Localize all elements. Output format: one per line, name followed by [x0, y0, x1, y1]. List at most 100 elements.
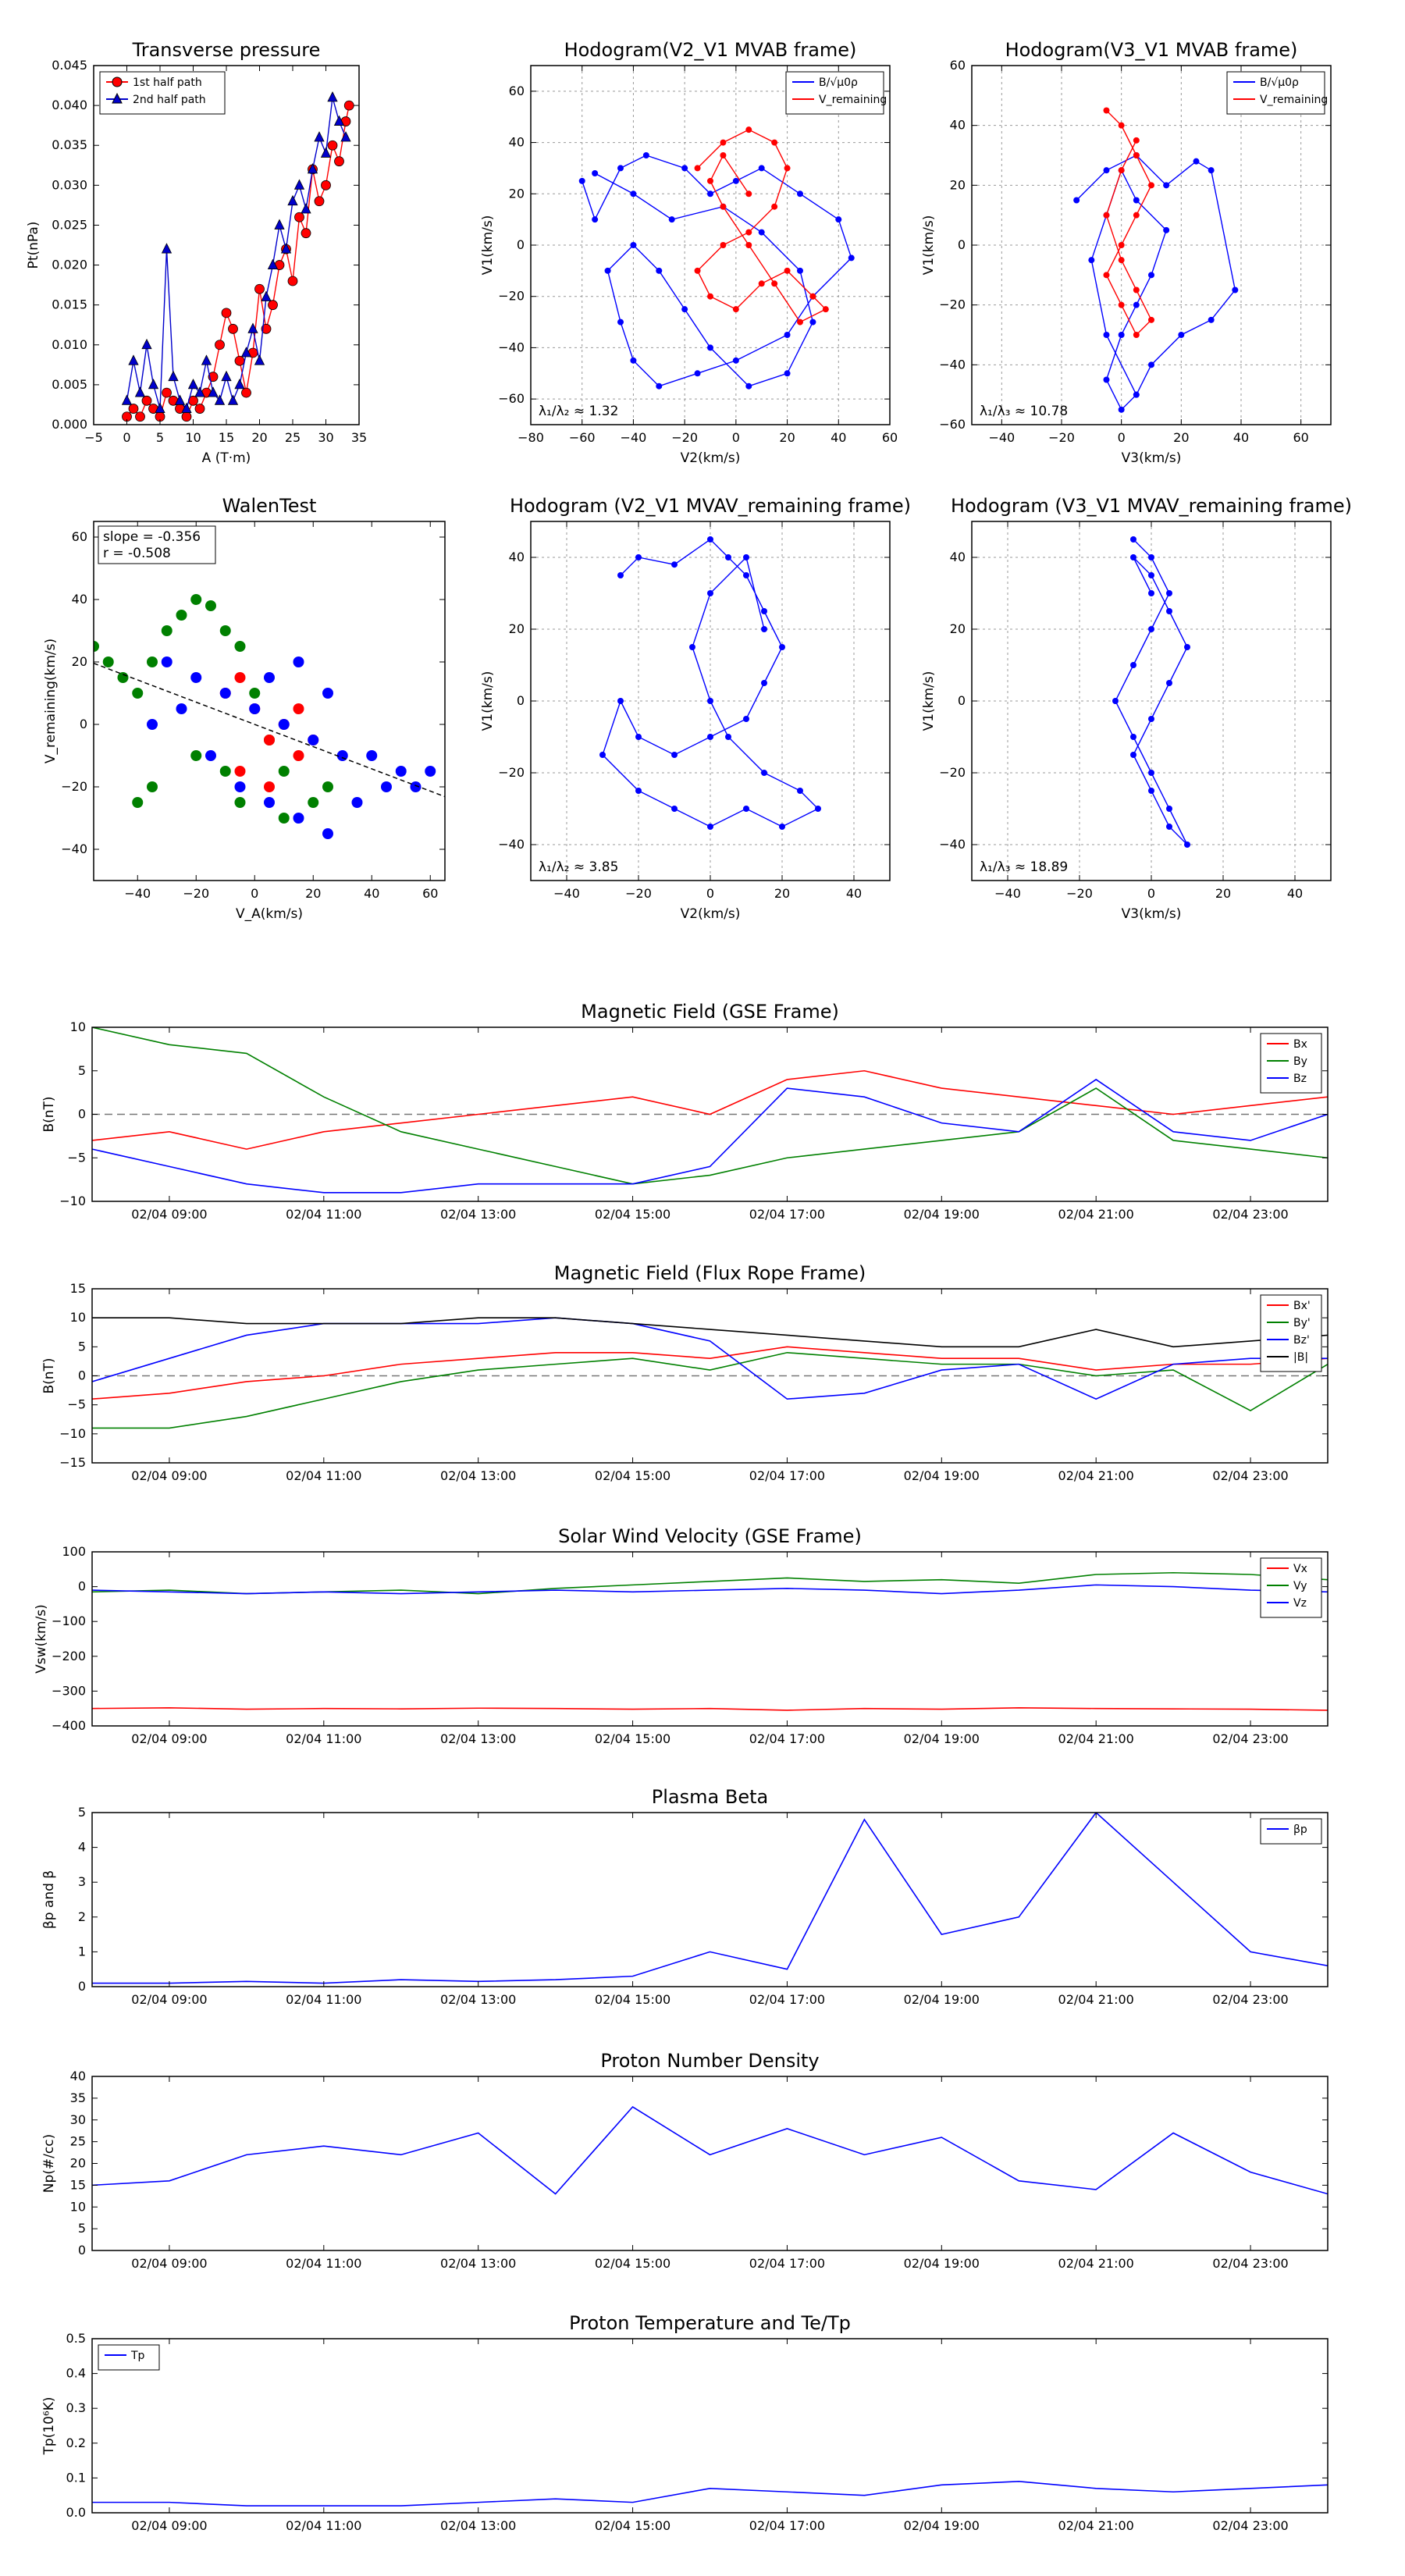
x-tick-label: 20: [1173, 430, 1189, 445]
y-tick-label: 10: [70, 1310, 86, 1325]
data-point: [219, 766, 231, 777]
panel-p3: Hodogram(V3_V1 MVAB frame) −40 −20 0 20 40 60 −…: [921, 39, 1332, 466]
x-tick-label: 40: [846, 886, 862, 901]
data-point: [1103, 107, 1110, 114]
data-point: [132, 797, 144, 808]
panel-p7: Magnetic Field (GSE Frame) 02/04 09:00 02/…: [41, 1001, 1329, 1222]
y-tick-label: −40: [61, 841, 87, 856]
chart-title: Hodogram (V2_V1 MVAV_remaining frame): [510, 495, 911, 517]
chart-title: Hodogram(V3_V1 MVAB frame): [1005, 39, 1298, 61]
data-point: [1148, 716, 1154, 722]
x-tick-label: 02/04 23:00: [1212, 1992, 1288, 2007]
y-tick-label: −300: [52, 1683, 86, 1698]
y-axis-label: Pt(nPa): [26, 222, 41, 269]
data-point: [1118, 301, 1125, 308]
data-point: [234, 766, 246, 777]
legend-label: By': [1293, 1317, 1311, 1329]
data-point: [745, 190, 752, 197]
y-tick-label: −40: [939, 837, 966, 852]
data-point: [809, 293, 816, 300]
data-point: [321, 180, 331, 190]
data-point: [745, 242, 752, 248]
x-tick-label: 02/04 09:00: [131, 1731, 207, 1746]
x-tick-label: 02/04 11:00: [286, 2256, 361, 2271]
data-point: [194, 404, 205, 414]
data-point: [1163, 226, 1170, 233]
x-tick-label: 02/04 23:00: [1212, 1468, 1288, 1483]
data-point: [268, 300, 278, 311]
data-point: [1103, 212, 1110, 219]
y-tick-label: 3: [78, 1874, 86, 1889]
data-point: [815, 806, 821, 812]
x-tick-label: 02/04 21:00: [1058, 2256, 1134, 2271]
panel-p2: Hodogram(V2_V1 MVAB frame) −80 −60 −40 −20 0 2…: [480, 39, 898, 466]
legend-label: B/√μ0ρ: [819, 76, 858, 89]
x-tick-label: 02/04 11:00: [286, 1992, 361, 2007]
y-tick-label: 5: [78, 1339, 86, 1354]
x-tick-label: −20: [183, 886, 209, 901]
plot-frame: [971, 65, 1332, 425]
data-point: [630, 357, 637, 364]
data-point: [314, 196, 325, 207]
data-point: [254, 283, 265, 294]
data-point: [743, 806, 749, 812]
data-point: [94, 641, 99, 652]
panel-p5: Hodogram (V2_V1 MVAV_remaining frame) −40…: [480, 495, 911, 922]
x-tick-label: 20: [305, 886, 321, 901]
data-point: [671, 752, 678, 758]
y-tick-label: 40: [72, 592, 87, 607]
data-point: [187, 378, 199, 390]
panel-p4: WalenTest −40 −20 0 20 40 60 −40 −20 0 20 40 60 V_A(k…: [43, 495, 446, 922]
plot-frame: [91, 1288, 1329, 1464]
y-tick-label: 10: [70, 1019, 86, 1034]
y-axis-label: B(nT): [41, 1357, 57, 1393]
x-tick-label: 02/04 15:00: [595, 1992, 670, 2007]
data-point: [147, 719, 158, 730]
data-point: [327, 140, 338, 151]
data-point: [707, 536, 713, 543]
y-tick-label: 5: [78, 1805, 86, 1820]
data-point: [681, 306, 688, 313]
data-point: [261, 290, 272, 301]
data-point: [797, 267, 803, 274]
data-point: [1148, 572, 1154, 578]
x-tick-label: 02/04 11:00: [286, 1731, 361, 1746]
x-tick-label: 60: [882, 430, 898, 445]
data-point: [1166, 806, 1172, 812]
x-tick-label: 02/04 09:00: [131, 1468, 207, 1483]
y-tick-label: 60: [950, 58, 966, 73]
data-point: [162, 387, 172, 398]
data-point: [134, 386, 146, 397]
data-point: [1103, 332, 1110, 338]
series-line-|B|: [92, 1317, 1328, 1348]
data-point: [190, 594, 202, 605]
x-tick-label: 02/04 23:00: [1212, 2256, 1288, 2271]
series-line-Tp: [92, 2481, 1328, 2507]
data-point: [219, 688, 231, 699]
legend-label: By: [1293, 1055, 1307, 1068]
data-point: [308, 797, 319, 808]
plot-area: [121, 91, 354, 422]
y-tick-label: −5: [67, 1150, 86, 1165]
series-line-Bx: [92, 1069, 1328, 1150]
data-point: [1193, 158, 1200, 165]
data-point: [228, 323, 238, 334]
data-point: [758, 165, 765, 172]
x-tick-label: 02/04 09:00: [131, 1207, 207, 1222]
x-tick-label: 10: [185, 430, 201, 445]
y-tick-label: 0: [958, 237, 966, 252]
data-point: [1130, 554, 1136, 560]
data-point: [410, 781, 422, 792]
annotation-text: λ₁/λ₃ ≈ 18.89: [980, 859, 1068, 875]
y-tick-label: 60: [509, 84, 525, 98]
data-point: [630, 190, 637, 197]
panel-p6: Hodogram (V3_V1 MVAV_remaining frame) −40…: [921, 495, 1352, 922]
data-point: [707, 824, 713, 830]
data-point: [694, 165, 701, 172]
data-point: [1184, 841, 1190, 848]
data-point: [168, 370, 179, 382]
data-point: [141, 395, 152, 406]
data-point: [1166, 824, 1172, 830]
x-tick-label: 0: [123, 430, 130, 445]
data-point: [1118, 406, 1125, 413]
